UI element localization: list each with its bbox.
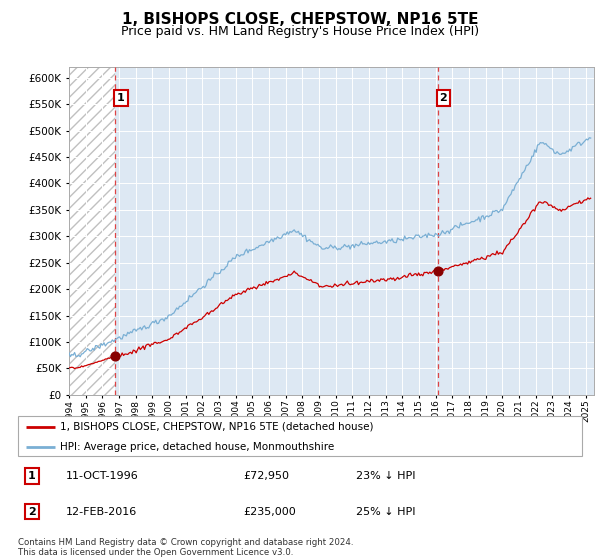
Text: 1: 1 (28, 471, 36, 481)
Text: 1, BISHOPS CLOSE, CHEPSTOW, NP16 5TE (detached house): 1, BISHOPS CLOSE, CHEPSTOW, NP16 5TE (de… (60, 422, 374, 432)
Text: 1: 1 (117, 93, 125, 103)
Text: 11-OCT-1996: 11-OCT-1996 (66, 471, 139, 481)
Text: 23% ↓ HPI: 23% ↓ HPI (356, 471, 416, 481)
Text: £72,950: £72,950 (244, 471, 290, 481)
Text: HPI: Average price, detached house, Monmouthshire: HPI: Average price, detached house, Monm… (60, 442, 335, 452)
Text: 1, BISHOPS CLOSE, CHEPSTOW, NP16 5TE: 1, BISHOPS CLOSE, CHEPSTOW, NP16 5TE (122, 12, 478, 27)
Point (433, 266, 442, 275)
Text: Price paid vs. HM Land Registry's House Price Index (HPI): Price paid vs. HM Land Registry's House … (121, 25, 479, 38)
Text: 2: 2 (28, 507, 36, 517)
Text: 25% ↓ HPI: 25% ↓ HPI (356, 507, 416, 517)
FancyBboxPatch shape (18, 416, 582, 456)
Point (110, 352, 120, 361)
Text: 2: 2 (439, 93, 447, 103)
Text: £235,000: £235,000 (244, 507, 296, 517)
Text: Contains HM Land Registry data © Crown copyright and database right 2024.
This d: Contains HM Land Registry data © Crown c… (18, 538, 353, 557)
Text: 12-FEB-2016: 12-FEB-2016 (66, 507, 137, 517)
